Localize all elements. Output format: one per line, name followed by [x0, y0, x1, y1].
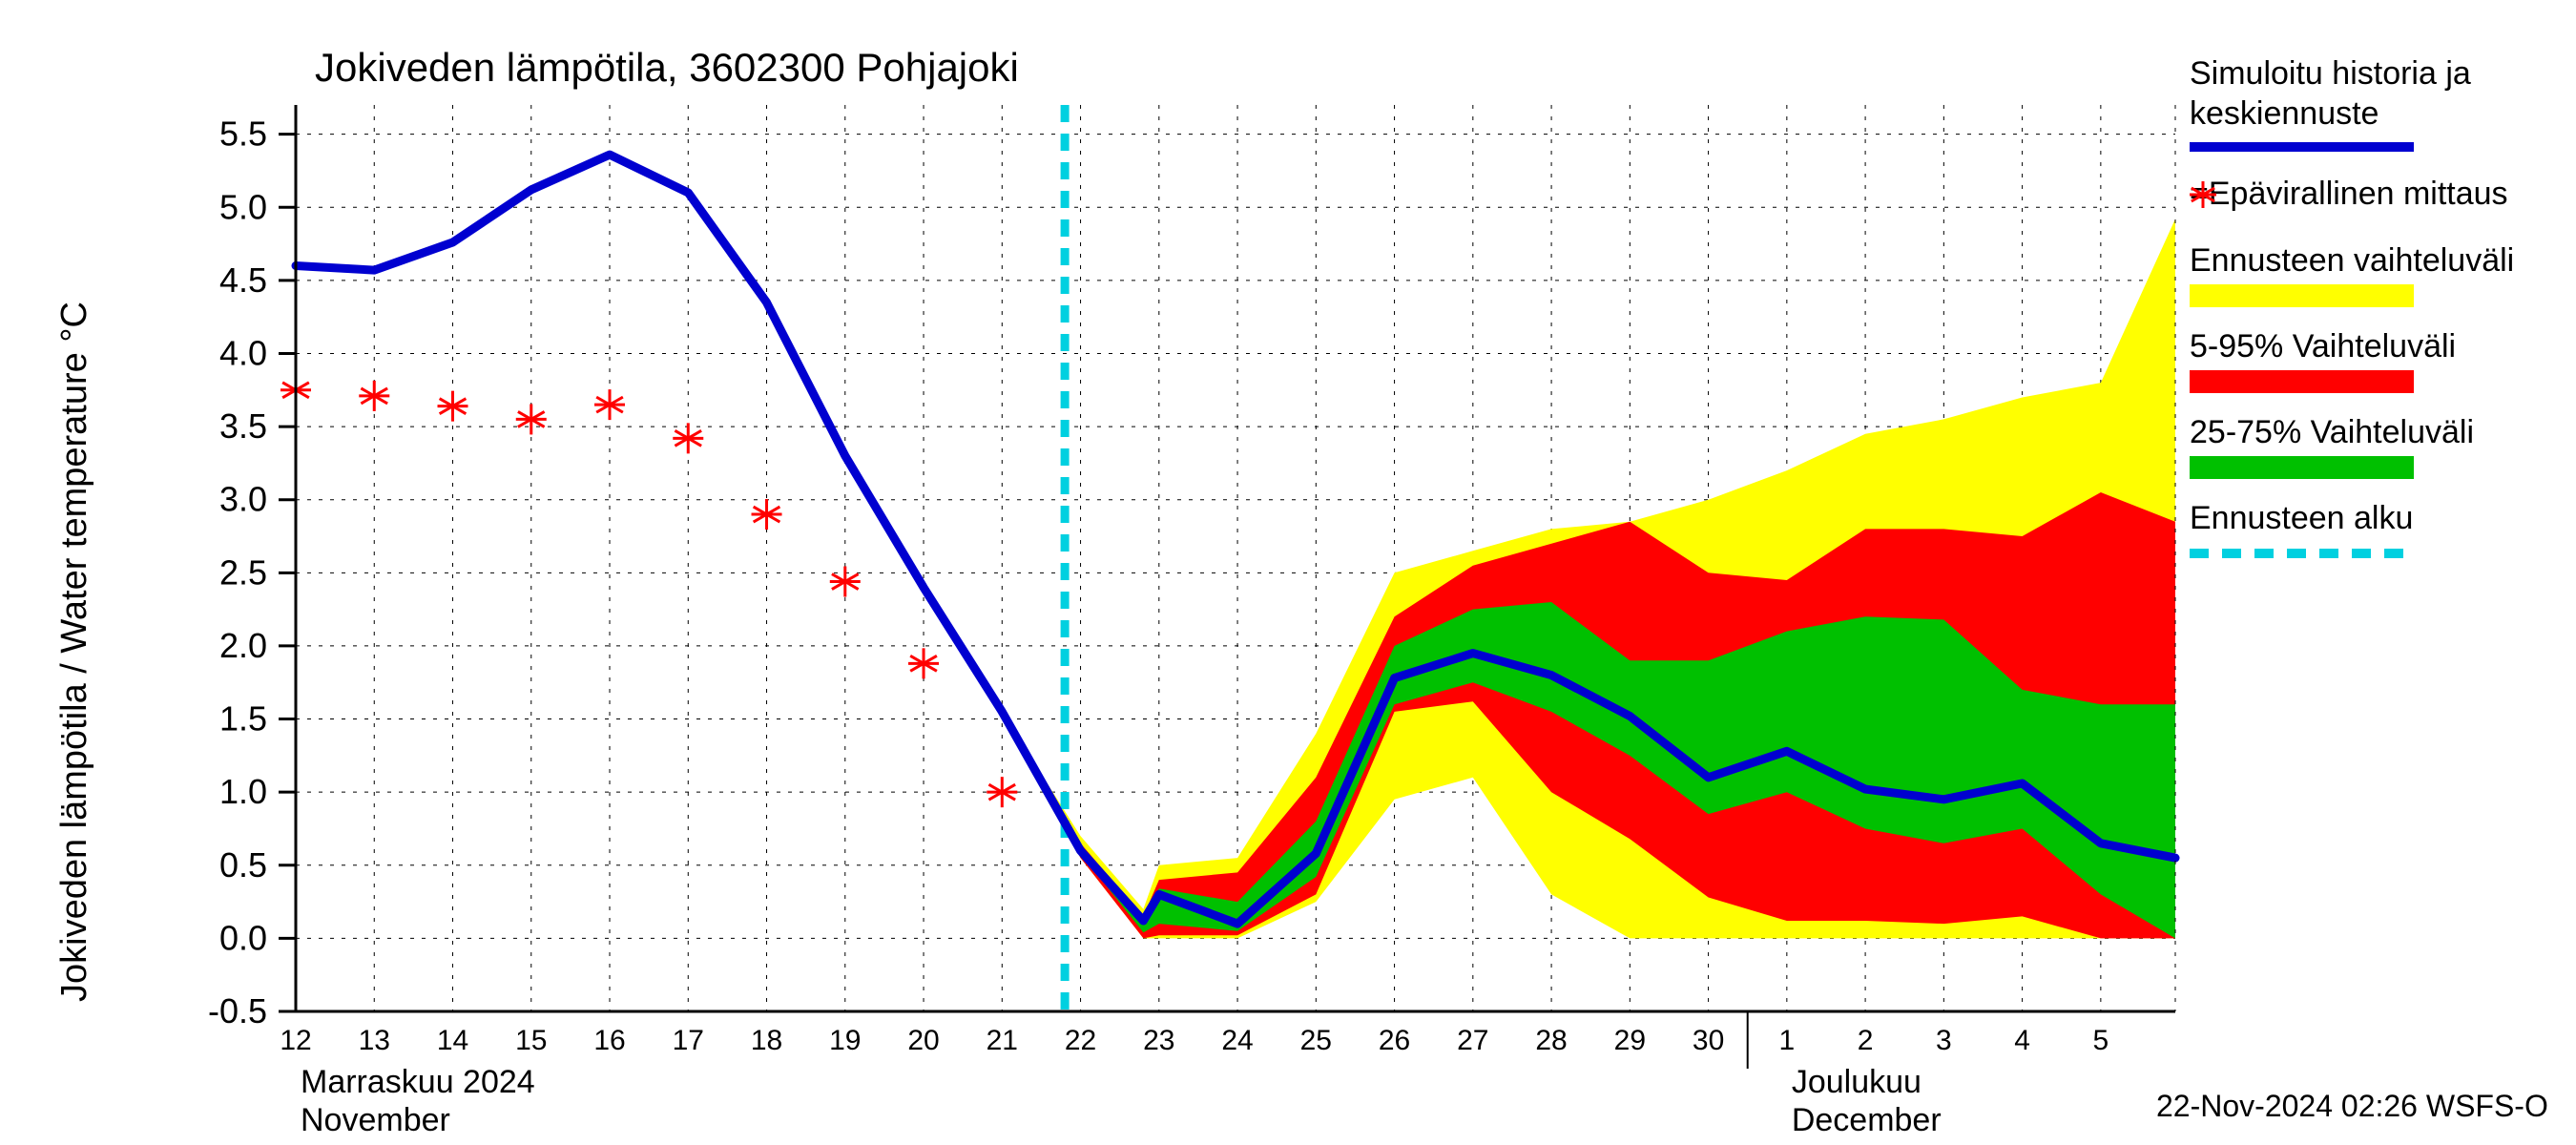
legend-label: Ennusteen vaihteluväli — [2190, 242, 2514, 279]
x-tick-label: 24 — [1221, 1025, 1253, 1056]
x-tick-label: 12 — [280, 1025, 311, 1056]
month-label-fi: Joulukuu — [1792, 1064, 1922, 1100]
y-tick-label: 5.0 — [219, 187, 267, 226]
x-tick-label: 20 — [907, 1025, 939, 1056]
x-tick-label: 4 — [2014, 1025, 2030, 1056]
x-tick-label: 30 — [1693, 1025, 1724, 1056]
x-tick-label: 19 — [829, 1025, 861, 1056]
y-tick-label: 0.5 — [219, 845, 267, 885]
chart-container: -0.5 0.0 0.5 1.0 1.5 2.0 2.5 3.0 3.5 4.0 4.5 5.0 5.5… — [0, 0, 2576, 1145]
x-tick-label: 17 — [673, 1025, 704, 1056]
x-tick-label: 5 — [2093, 1025, 2109, 1056]
x-tick-label: 14 — [437, 1025, 468, 1056]
y-tick-label: 3.0 — [219, 480, 267, 519]
x-tick-label: 28 — [1535, 1025, 1567, 1056]
y-tick-label: 3.5 — [219, 406, 267, 446]
x-tick-label: 3 — [1936, 1025, 1952, 1056]
y-tick-label: 1.0 — [219, 772, 267, 811]
legend-label: Ennusteen alku — [2190, 500, 2413, 536]
legend-label: 5-95% Vaihteluväli — [2190, 328, 2456, 364]
y-tick-label: 4.0 — [219, 333, 267, 372]
x-tick-label: 25 — [1300, 1025, 1332, 1056]
x-tick-label: 13 — [359, 1025, 390, 1056]
y-tick-label: 5.5 — [219, 114, 267, 154]
footer-timestamp: 22-Nov-2024 02:26 WSFS-O — [2156, 1089, 2548, 1123]
legend-label: =Epävirallinen mittaus — [2190, 176, 2508, 212]
x-tick-label: 1 — [1778, 1025, 1795, 1056]
x-tick-label: 16 — [593, 1025, 625, 1056]
x-tick-label: 29 — [1614, 1025, 1646, 1056]
y-tick-label: 1.5 — [219, 699, 267, 739]
legend-swatch — [2190, 456, 2414, 479]
x-tick-label: 27 — [1457, 1025, 1488, 1056]
x-tick-label: 2 — [1858, 1025, 1874, 1056]
legend-label: keskiennuste — [2190, 95, 2379, 132]
x-tick-label: 18 — [751, 1025, 782, 1056]
y-tick-label: -0.5 — [208, 991, 267, 1030]
chart-title: Jokiveden lämpötila, 3602300 Pohjajoki — [315, 45, 1019, 90]
month-label-en: December — [1792, 1102, 1942, 1138]
y-tick-label: 0.0 — [219, 918, 267, 957]
y-tick-label: 2.5 — [219, 552, 267, 592]
legend-swatch — [2190, 370, 2414, 393]
chart-svg: -0.5 0.0 0.5 1.0 1.5 2.0 2.5 3.0 3.5 4.0 4.5 5.0 5.5… — [0, 0, 2576, 1145]
x-tick-label: 26 — [1379, 1025, 1410, 1056]
x-tick-label: 21 — [987, 1025, 1018, 1056]
x-tick-label: 22 — [1065, 1025, 1096, 1056]
legend-label: Simuloitu historia ja — [2190, 55, 2471, 92]
x-tick-label: 15 — [515, 1025, 547, 1056]
legend-label: 25-75% Vaihteluväli — [2190, 414, 2474, 450]
y-tick-label: 2.0 — [219, 626, 267, 665]
legend-swatch — [2190, 284, 2414, 307]
y-axis-label: Jokiveden lämpötila / Water temperature … — [54, 302, 94, 1002]
x-tick-label: 23 — [1143, 1025, 1174, 1056]
month-label-en: November — [301, 1102, 450, 1138]
month-label-fi: Marraskuu 2024 — [301, 1064, 535, 1100]
y-tick-label: 4.5 — [219, 260, 267, 300]
